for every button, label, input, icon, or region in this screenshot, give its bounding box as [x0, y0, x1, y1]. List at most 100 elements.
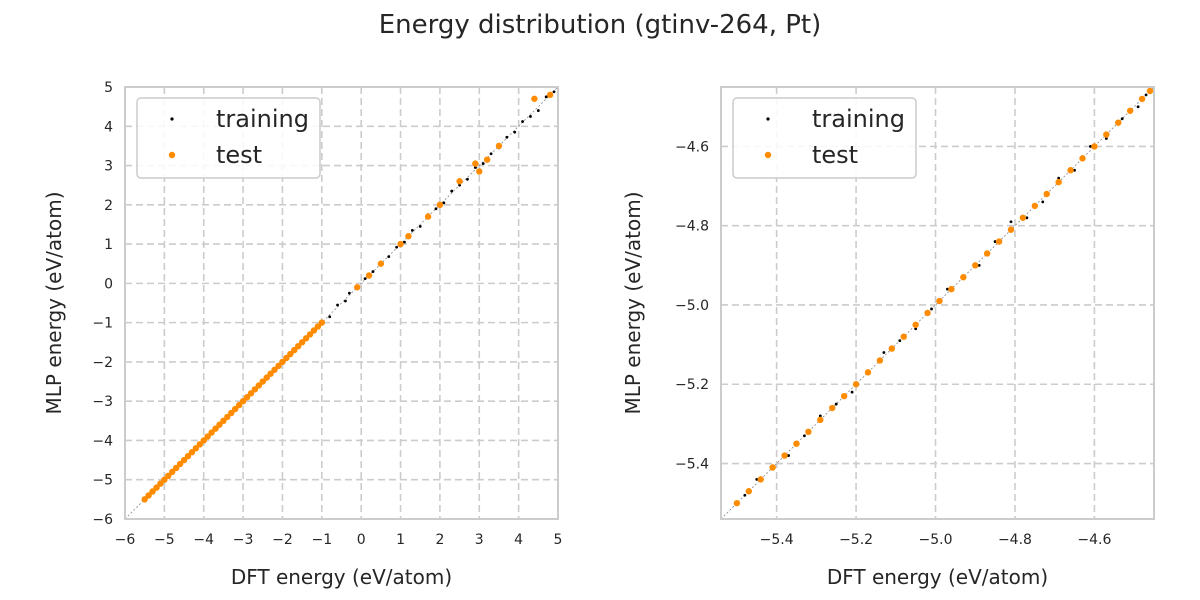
test-point	[960, 274, 967, 281]
y-tick-label: −5.0	[675, 298, 709, 314]
series-test	[141, 91, 554, 503]
x-tick-label: −6	[115, 532, 136, 548]
test-point	[153, 484, 160, 491]
test-point	[546, 91, 554, 99]
test-point	[900, 333, 907, 340]
legend-marker-test	[764, 151, 772, 159]
test-point	[172, 464, 180, 472]
training-point	[1144, 93, 1148, 97]
training-point	[403, 240, 406, 244]
training-point	[914, 327, 918, 331]
training-point	[466, 177, 469, 181]
training-point	[882, 351, 886, 354]
training-point	[898, 339, 902, 343]
test-point	[267, 370, 274, 377]
test-point	[983, 250, 991, 257]
y-tick-label: 4	[104, 119, 113, 135]
x-axis-label: DFT energy (eV/atom)	[827, 565, 1048, 589]
x-axis-label: DFT energy (eV/atom)	[231, 565, 452, 589]
test-point	[1031, 202, 1039, 210]
test-point	[829, 404, 836, 412]
training-point	[328, 315, 332, 319]
test-point	[876, 357, 884, 364]
x-tick-label: −2	[272, 532, 293, 548]
x-tick-label: −4	[193, 532, 214, 548]
training-point	[946, 287, 949, 291]
y-tick-label: 0	[104, 276, 113, 292]
training-point	[850, 390, 854, 394]
y-tick-label: −4	[92, 433, 113, 449]
test-point	[495, 142, 503, 150]
training-point	[434, 207, 438, 211]
test-point	[924, 309, 931, 317]
test-point	[476, 168, 483, 175]
plot-frame	[720, 86, 1155, 520]
training-point	[1009, 220, 1013, 224]
y-tick-label: 2	[104, 198, 113, 214]
training-point	[473, 166, 477, 169]
test-point	[757, 476, 764, 483]
test-point	[972, 262, 979, 269]
test-point	[287, 350, 294, 358]
legend: training test	[136, 97, 321, 179]
x-tick-label: 2	[435, 532, 444, 548]
test-point	[157, 480, 164, 487]
chart-panel-2: −5.4 −5.2 −5.0 −4.8 −4.6 −5.4 −5.2 −5.0 −4.8 −4.6…	[621, 86, 1155, 589]
legend-marker-training	[170, 117, 174, 121]
legend: training test	[732, 97, 917, 179]
x-tick-label: −5.2	[839, 532, 873, 548]
x-tick-label: −3	[233, 532, 254, 548]
test-point	[263, 374, 270, 381]
test-point	[948, 285, 955, 293]
test-point	[852, 381, 860, 388]
training-point	[1025, 216, 1029, 220]
test-point	[1019, 214, 1027, 221]
test-point	[745, 488, 753, 495]
training-point	[1041, 200, 1045, 204]
test-point	[1146, 87, 1154, 95]
test-point	[531, 95, 538, 102]
training-point	[993, 240, 997, 243]
y-tick-label: −4.8	[675, 219, 709, 235]
test-point	[255, 382, 263, 389]
training-point	[529, 115, 532, 118]
test-point	[228, 409, 235, 417]
test-point	[306, 331, 314, 338]
test-point	[995, 238, 1003, 245]
training-point	[505, 135, 509, 139]
legend-label-test: test	[812, 141, 858, 169]
test-point	[912, 321, 919, 328]
training-point	[1057, 176, 1061, 180]
test-point	[1067, 167, 1074, 174]
test-point	[318, 319, 326, 326]
test-point	[184, 452, 192, 460]
test-point	[472, 160, 479, 167]
test-point	[180, 456, 188, 464]
training-point	[544, 95, 548, 99]
training-point	[363, 277, 367, 281]
test-point	[192, 445, 200, 452]
training-point	[418, 225, 422, 228]
training-point	[481, 162, 485, 165]
legend-label-training: training	[216, 105, 309, 133]
training-point	[521, 120, 524, 123]
x-tick-label: −5.0	[919, 532, 953, 548]
test-point	[314, 323, 322, 330]
figure-title: Energy distribution (gtinv-264, Pt)	[379, 10, 822, 40]
test-point	[397, 240, 404, 248]
x-tick-label: 1	[396, 532, 405, 548]
test-point	[145, 492, 152, 499]
y-tick-label: 3	[104, 159, 113, 175]
training-point	[347, 291, 351, 295]
training-point	[803, 434, 806, 438]
legend-label-training: training	[812, 105, 905, 133]
plot-frame	[124, 86, 559, 520]
test-point	[141, 496, 148, 503]
test-point	[224, 413, 231, 421]
x-tick-label: −5.4	[760, 532, 794, 548]
x-tick-label: −4.8	[998, 532, 1032, 548]
x-tick-label: 5	[554, 532, 563, 548]
test-point	[161, 476, 168, 483]
test-point	[424, 213, 432, 220]
